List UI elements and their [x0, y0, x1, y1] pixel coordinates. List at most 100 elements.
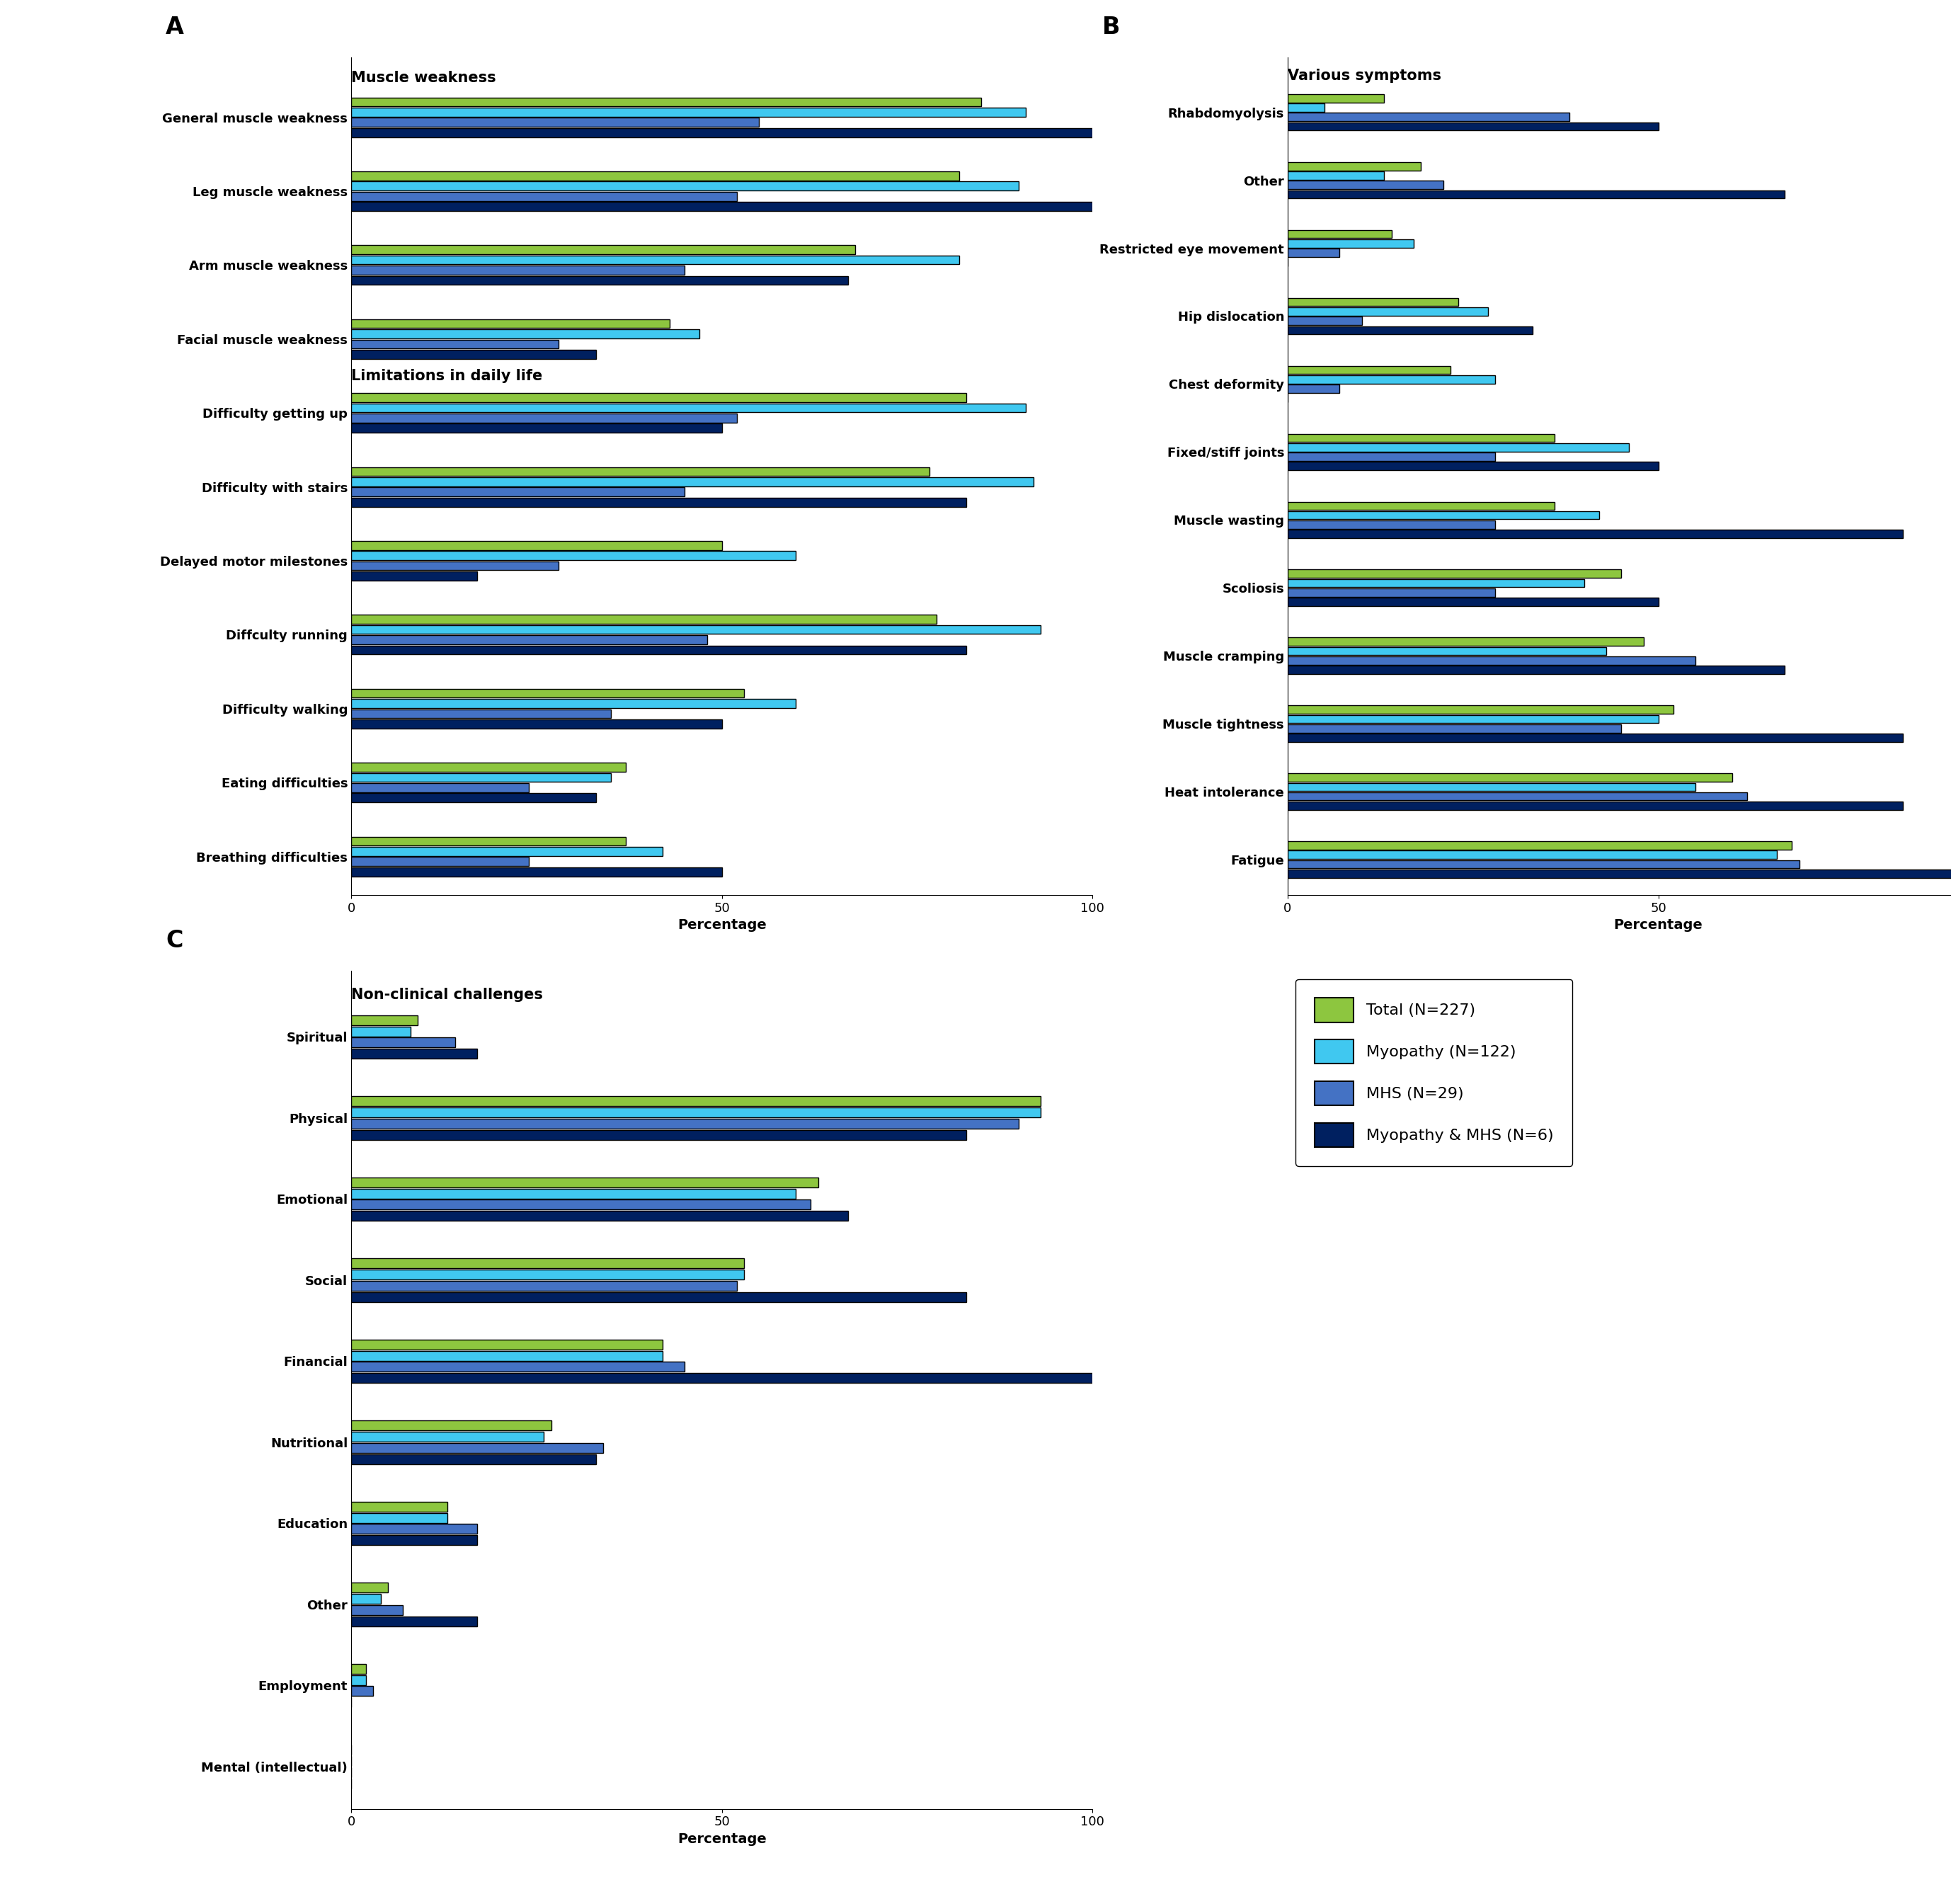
Bar: [351, 625, 1040, 634]
Bar: [351, 267, 685, 274]
Bar: [1288, 588, 1494, 596]
Bar: [351, 1015, 418, 1024]
Bar: [351, 487, 685, 497]
Bar: [351, 636, 706, 644]
Bar: [351, 794, 595, 802]
Bar: [1288, 93, 1383, 103]
Bar: [351, 1211, 849, 1220]
Text: A: A: [166, 15, 183, 38]
X-axis label: Percentage: Percentage: [1613, 918, 1703, 931]
Bar: [351, 699, 796, 708]
Bar: [1288, 190, 1785, 198]
Bar: [351, 97, 981, 107]
Bar: [1288, 802, 1902, 809]
Bar: [1288, 162, 1420, 169]
Bar: [351, 1582, 388, 1592]
Bar: [1288, 366, 1452, 373]
Bar: [1288, 297, 1457, 307]
Bar: [351, 1200, 812, 1209]
Bar: [351, 466, 929, 476]
Bar: [1288, 444, 1629, 451]
Bar: [351, 1108, 1040, 1118]
Bar: [1288, 638, 1643, 645]
Bar: [351, 1432, 544, 1441]
Bar: [351, 497, 966, 506]
Bar: [351, 404, 1026, 413]
Bar: [351, 1605, 404, 1615]
Bar: [351, 1455, 595, 1464]
Bar: [1288, 724, 1621, 733]
Bar: [351, 413, 737, 423]
Bar: [351, 320, 669, 327]
Bar: [351, 350, 595, 358]
Bar: [351, 118, 759, 128]
X-axis label: Percentage: Percentage: [677, 918, 767, 931]
Bar: [1288, 240, 1414, 248]
Bar: [1288, 122, 1658, 131]
Bar: [351, 708, 611, 718]
Bar: [351, 1687, 373, 1696]
Bar: [351, 541, 722, 550]
Bar: [351, 1097, 1040, 1106]
Bar: [351, 866, 722, 876]
Bar: [351, 392, 966, 402]
Bar: [351, 1270, 743, 1279]
Bar: [1288, 714, 1658, 724]
Bar: [1288, 181, 1444, 188]
Bar: [1288, 307, 1489, 316]
Bar: [351, 339, 558, 348]
Bar: [351, 1177, 817, 1188]
Bar: [1288, 706, 1674, 714]
Bar: [351, 478, 1034, 486]
Bar: [351, 171, 960, 181]
Bar: [351, 1594, 380, 1603]
Bar: [1288, 792, 1748, 800]
Bar: [1288, 112, 1569, 122]
Bar: [351, 276, 849, 286]
Bar: [1288, 326, 1532, 335]
Bar: [351, 255, 960, 265]
Bar: [1288, 851, 1777, 859]
Bar: [351, 1502, 447, 1512]
Bar: [351, 1281, 737, 1291]
Bar: [351, 615, 936, 625]
Bar: [1288, 434, 1555, 442]
Bar: [351, 1038, 455, 1047]
Bar: [351, 1535, 478, 1546]
Bar: [351, 562, 558, 571]
Bar: [351, 550, 796, 560]
Bar: [351, 764, 626, 771]
Text: Limitations in daily life: Limitations in daily life: [351, 369, 542, 383]
Bar: [351, 1420, 552, 1430]
Bar: [351, 425, 722, 432]
Bar: [1288, 385, 1340, 392]
Bar: [351, 773, 611, 783]
Bar: [351, 1664, 367, 1674]
Bar: [1288, 249, 1340, 257]
Bar: [1288, 647, 1606, 655]
Bar: [351, 1259, 743, 1268]
Bar: [351, 720, 722, 729]
Bar: [351, 1188, 796, 1198]
Bar: [1288, 783, 1695, 790]
Bar: [351, 857, 529, 866]
Bar: [1288, 171, 1383, 179]
Bar: [351, 1443, 603, 1453]
Bar: [351, 1514, 447, 1523]
Bar: [351, 1293, 966, 1302]
Bar: [1288, 520, 1494, 529]
Bar: [351, 689, 743, 697]
Bar: [351, 1361, 685, 1371]
Bar: [351, 847, 663, 855]
Bar: [1288, 598, 1658, 605]
Text: C: C: [166, 929, 183, 952]
Bar: [1288, 733, 1902, 743]
Bar: [351, 1523, 478, 1535]
Text: B: B: [1102, 15, 1120, 38]
Bar: [351, 128, 1093, 137]
Bar: [351, 1373, 1093, 1382]
Bar: [351, 1340, 663, 1350]
Bar: [1288, 510, 1600, 520]
Bar: [1288, 375, 1494, 383]
Bar: [351, 783, 529, 792]
